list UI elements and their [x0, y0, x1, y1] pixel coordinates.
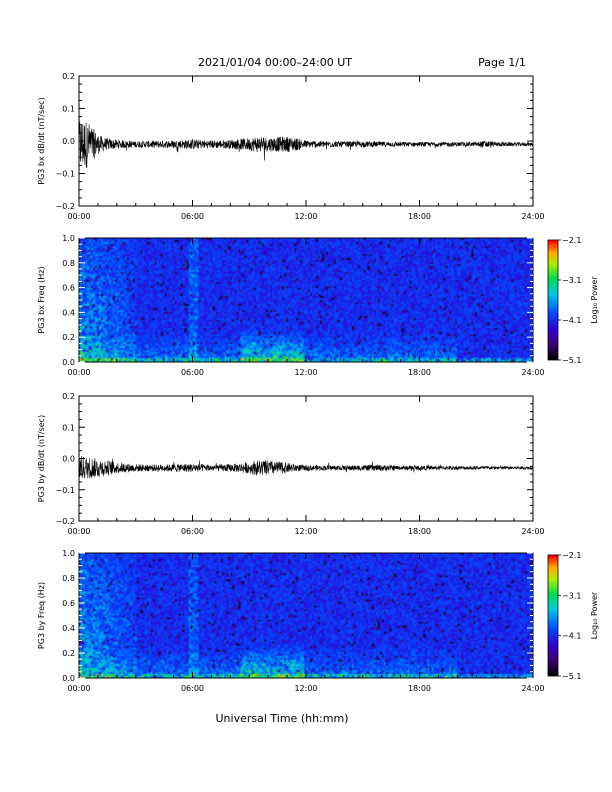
y-tick-label: −0.1 — [56, 170, 75, 179]
colorbar-tick-label: −3.1 — [562, 276, 581, 285]
timeseries-line — [78, 456, 534, 479]
y-tick-label: 0.1 — [62, 423, 75, 432]
y-tick-label: 0.1 — [62, 105, 75, 114]
x-tick-label: 24:00 — [521, 212, 544, 221]
colorbar-tick-label: −5.1 — [562, 672, 581, 681]
colorbar-tick-label: −2.1 — [562, 236, 581, 245]
y-tick-label: 0.4 — [62, 624, 75, 633]
x-tick-label: 06:00 — [181, 527, 204, 536]
x-tick-label: 06:00 — [181, 212, 204, 221]
y-tick-label: 0.0 — [62, 358, 75, 367]
plot-area — [79, 396, 533, 521]
y-tick-label: 0.0 — [62, 455, 75, 464]
y-tick-label: 0.6 — [62, 284, 75, 293]
timeseries-line — [78, 115, 534, 168]
y-tick-label: 0.4 — [62, 308, 75, 317]
plot-area — [79, 76, 533, 206]
colorbar-tick-label: −4.1 — [562, 632, 581, 641]
y-axis-label: PG3 by Freq (Hz) — [37, 582, 46, 649]
colorbar-tick-label: −5.1 — [562, 356, 581, 365]
colorbar-tick-label: −2.1 — [562, 551, 581, 560]
y-tick-label: 1.0 — [62, 549, 75, 558]
y-tick-label: 0.8 — [62, 259, 75, 268]
x-tick-label: 12:00 — [294, 684, 317, 693]
x-tick-label: 18:00 — [408, 684, 431, 693]
y-axis-label: PG3 bx dB/dt (nT/sec) — [37, 97, 46, 184]
page-title: 2021/01/04 00:00–24:00 UT — [198, 56, 352, 69]
y-tick-label: 0.2 — [62, 333, 75, 342]
colorbar — [548, 555, 558, 676]
y-tick-label: 0.6 — [62, 599, 75, 608]
x-tick-label: 12:00 — [294, 212, 317, 221]
y-axis-label: PG3 by dB/dt (nT/sec) — [37, 415, 46, 502]
x-tick-label: 06:00 — [181, 368, 204, 377]
x-tick-label: 24:00 — [521, 368, 544, 377]
y-tick-label: −0.2 — [56, 202, 75, 211]
x-tick-label: 18:00 — [408, 212, 431, 221]
y-tick-label: 0.0 — [62, 674, 75, 683]
y-tick-label: −0.2 — [56, 517, 75, 526]
y-tick-label: 1.0 — [62, 234, 75, 243]
colorbar-frame — [547, 239, 559, 361]
spectrogram-image — [79, 238, 533, 362]
y-tick-label: 0.2 — [62, 72, 75, 81]
y-tick-label: −0.1 — [56, 486, 75, 495]
x-tick-label: 06:00 — [181, 684, 204, 693]
spectrogram-image — [79, 553, 533, 678]
colorbar — [548, 240, 558, 360]
y-tick-label: 0.2 — [62, 649, 75, 658]
page-number: Page 1/1 — [478, 56, 526, 69]
y-axis-label: PG3 bx Freq (Hz) — [37, 266, 46, 333]
x-tick-label: 24:00 — [521, 527, 544, 536]
y-tick-label: 0.0 — [62, 137, 75, 146]
x-tick-label: 24:00 — [521, 684, 544, 693]
x-axis-label: Universal Time (hh:mm) — [216, 712, 349, 725]
x-tick-label: 18:00 — [408, 368, 431, 377]
x-tick-label: 00:00 — [67, 527, 90, 536]
colorbar-tick-label: −3.1 — [562, 591, 581, 600]
x-tick-label: 00:00 — [67, 368, 90, 377]
spectrogram-panel-3: 1.0 0.8 0.6 0.4 0.2 0.000:00 06:00 12:00 18:00 24… — [37, 549, 599, 693]
x-tick-label: 00:00 — [67, 684, 90, 693]
timeseries-panel-2: 0.2 0.1 0.0 −0.1 −0.200:00 06:00 12:00 18:00 24:… — [37, 392, 545, 536]
spectrogram-panel-1: 1.0 0.8 0.6 0.4 0.2 0.000:00 06:00 12:00 18:00 24… — [37, 234, 599, 377]
colorbar-label: Log₁₀ Power — [590, 276, 599, 324]
x-tick-label: 12:00 — [294, 368, 317, 377]
colorbar-label: Log₁₀ Power — [590, 591, 599, 639]
colorbar-tick-label: −4.1 — [562, 316, 581, 325]
x-tick-label: 12:00 — [294, 527, 317, 536]
x-tick-label: 00:00 — [67, 212, 90, 221]
timeseries-panel-0: 0.2 0.1 0.0 −0.1 −0.200:00 06:00 12:00 18:00 24:… — [37, 72, 545, 221]
x-tick-label: 18:00 — [408, 527, 431, 536]
y-tick-label: 0.2 — [62, 392, 75, 401]
colorbar-frame — [547, 554, 559, 677]
y-tick-label: 0.8 — [62, 574, 75, 583]
